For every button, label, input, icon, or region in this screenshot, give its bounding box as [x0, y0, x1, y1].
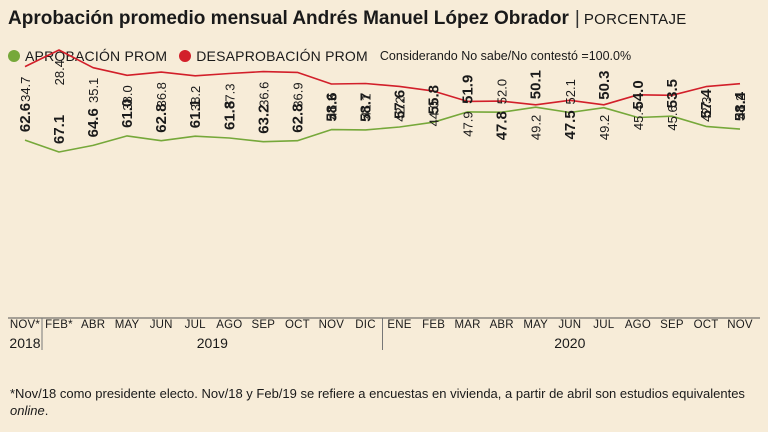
chart-legend: APROBACIÓN PROM DESAPROBACIÓN PROM Consi…: [8, 48, 631, 64]
x-tick-label: AGO: [625, 319, 651, 331]
approval-value-label: 52.0: [495, 79, 510, 104]
approval-value-label: 64.6: [85, 108, 102, 137]
disapproval-line: [24, 49, 741, 106]
legend-item-disapproval: DESAPROBACIÓN PROM: [179, 48, 368, 64]
disapproval-value-label: 36.6: [256, 82, 271, 107]
approval-value-label: 50.3: [596, 70, 613, 99]
x-tick-label: FEB: [422, 319, 445, 331]
disapproval-value-label: 44.0: [427, 101, 442, 126]
footnote: *Nov/18 como presidente electo. Nov/18 y…: [10, 385, 758, 419]
disapproval-value-label: 34.7: [18, 77, 33, 102]
x-tick-label: MAY: [523, 319, 548, 331]
x-tick-label: SEP: [660, 319, 684, 331]
line-chart: 62.6 67.1 64.6 61.0 62.8 61.1 61.8 63.2 62.8 58.6…: [8, 49, 760, 351]
approval-value-label: 58.4: [732, 91, 749, 121]
chart-title: Aprobación promedio mensual Andrés Manue…: [8, 8, 687, 30]
disapproval-value-label: 35.1: [86, 78, 101, 103]
disapproval-value-label: 49.2: [529, 115, 544, 140]
x-axis: NOV* FEB* ABR MAY JUN JUL AGO SEP OCT NOV DIC ENE FE…: [8, 317, 760, 351]
disapproval-value-label: 42.3: [699, 97, 714, 122]
chart-title-text: Aprobación promedio mensual Andrés Manue…: [8, 8, 569, 29]
x-tick-label: JUL: [593, 319, 614, 331]
x-tick-label: NOV: [727, 319, 753, 331]
disapproval-value-label: 37.3: [222, 84, 237, 109]
approval-value-label: 57.6: [392, 90, 409, 119]
approval-value-label: 61.1: [187, 99, 204, 128]
approval-value-label: 62.6: [17, 103, 34, 132]
x-tick-label: JUN: [558, 319, 581, 331]
disapproval-value-label: 36.8: [154, 82, 169, 107]
x-tick-label: MAR: [455, 319, 481, 331]
x-tick-label: ABR: [81, 319, 105, 331]
disapproval-value-label: 38.0: [120, 85, 135, 110]
legend-label-disapproval: DESAPROBACIÓN PROM: [196, 48, 368, 64]
legend-note: Considerando No sabe/No contestó =100.0%: [379, 49, 632, 63]
disapproval-value-label: 41.1: [359, 94, 374, 119]
footnote-end: .: [44, 403, 49, 418]
approval-value-label: 51.9: [460, 75, 477, 104]
year-label: 2020: [554, 335, 585, 351]
x-tick-label: OCT: [285, 319, 310, 331]
approval-dot-icon: [8, 50, 20, 62]
disapproval-value-label: 38.2: [188, 86, 203, 111]
x-tick-label: SEP: [251, 319, 275, 331]
disapproval-value-label: 42.2: [393, 96, 408, 121]
approval-value-label: 63.2: [255, 104, 272, 133]
approval-line: [24, 106, 741, 153]
x-tick-label: JUL: [185, 319, 206, 331]
legend-item-approval: APROBACIÓN PROM: [8, 48, 167, 64]
approval-value-label: 62.8: [289, 103, 306, 132]
disapproval-dot-icon: [179, 50, 192, 62]
x-tick-label: MAY: [115, 319, 140, 331]
approval-value-label: 53.5: [664, 79, 681, 108]
x-tick-label: DIC: [355, 319, 375, 331]
footnote-emphasis: online: [10, 403, 45, 418]
approval-value-label: 55.8: [426, 85, 443, 114]
approval-value-label: 58.6: [323, 92, 340, 121]
x-tick-label: OCT: [694, 319, 719, 331]
chart-header: Aprobación promedio mensual Andrés Manue…: [8, 6, 760, 70]
disapproval-value-label: 45.6: [665, 105, 680, 130]
x-tick-label: ABR: [490, 319, 514, 331]
disapproval-value-label: 47.9: [461, 111, 476, 136]
approval-value-label: 57.4: [698, 89, 715, 119]
footnote-text: *Nov/18 como presidente electo. Nov/18 y…: [10, 386, 745, 401]
disapproval-value-label: 41.2: [733, 94, 748, 119]
title-separator: |: [574, 8, 580, 29]
disapproval-value-label: 45.4: [631, 105, 646, 130]
approval-value-label: 52.1: [563, 79, 578, 104]
data-labels: 62.6 67.1 64.6 61.0 62.8 61.1 61.8 63.2 62.8 58.6…: [17, 60, 749, 144]
approval-value-label: 67.1: [51, 115, 68, 144]
series-lines: [24, 49, 741, 153]
disapproval-value-label: 47.5: [562, 110, 579, 139]
year-label: 2018: [9, 335, 40, 351]
approval-value-label: 58.7: [358, 93, 375, 122]
legend-label-approval: APROBACIÓN PROM: [25, 48, 168, 64]
chart-unit: PORCENTAJE: [583, 11, 687, 28]
disapproval-value-label: 47.8: [494, 111, 511, 140]
disapproval-value-label: 41.3: [324, 94, 339, 119]
x-tick-label: ENE: [387, 319, 411, 331]
disapproval-value-label: 36.9: [290, 82, 305, 107]
approval-value-label: 62.8: [153, 103, 170, 132]
approval-value-label: 61.0: [119, 99, 136, 128]
year-label: 2019: [197, 335, 228, 351]
x-tick-label: FEB*: [45, 319, 73, 331]
approval-value-label: 50.1: [528, 70, 545, 99]
x-tick-label: AGO: [216, 319, 242, 331]
x-tick-label: NOV*: [10, 319, 41, 331]
disapproval-value-label: 28.4: [52, 60, 67, 85]
x-tick-label: NOV: [319, 319, 345, 331]
approval-value-label: 61.8: [221, 101, 238, 130]
disapproval-value-label: 49.2: [597, 115, 612, 140]
x-tick-label: JUN: [150, 319, 173, 331]
approval-value-label: 54.0: [630, 80, 647, 109]
